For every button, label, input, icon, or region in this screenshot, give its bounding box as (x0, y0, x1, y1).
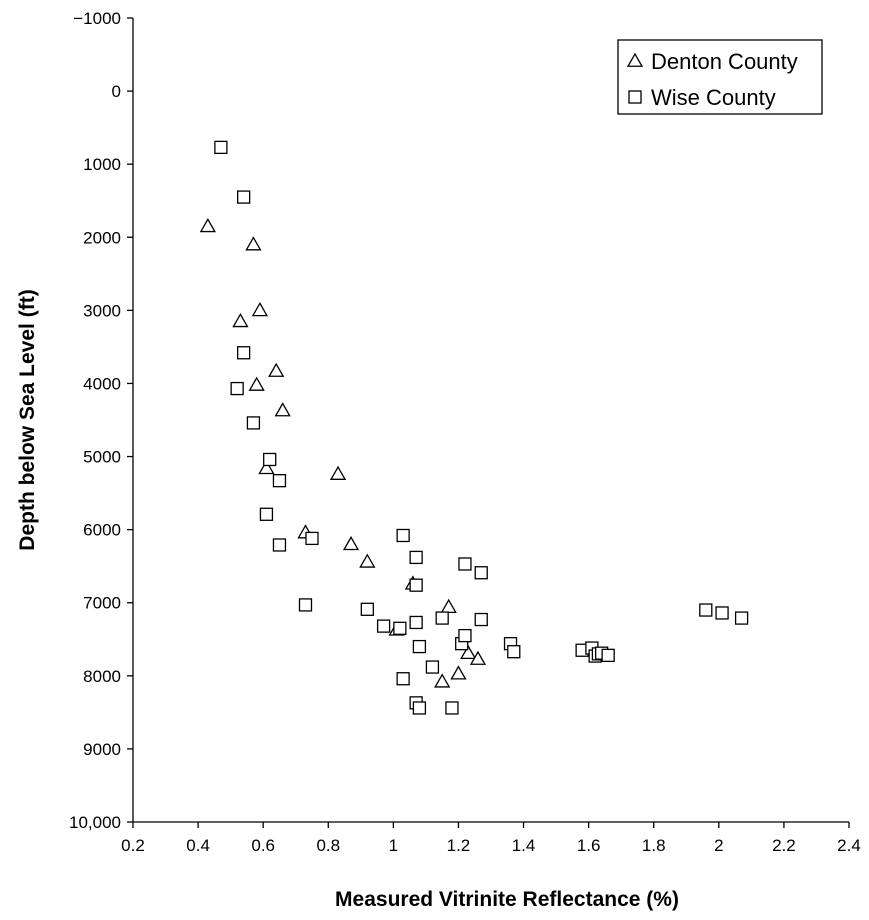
triangle-point (274, 402, 291, 417)
square-point (237, 190, 251, 204)
y-tick-label: 6000 (83, 521, 121, 540)
triangle-point (245, 236, 262, 251)
square-point (376, 619, 391, 633)
y-tick-label: 5000 (83, 448, 121, 467)
y-axis-title: Depth below Sea Level (ft) (16, 289, 39, 550)
y-tick-label: 7000 (83, 594, 121, 613)
data-points (199, 140, 749, 715)
square-point (298, 598, 313, 612)
triangle-point (460, 644, 477, 660)
square-point (458, 628, 472, 643)
triangle-point (469, 650, 487, 665)
triangle-point (232, 313, 249, 328)
y-tick-label: −1000 (73, 9, 121, 28)
square-point (214, 140, 228, 155)
square-point (715, 606, 729, 620)
square-point (507, 645, 521, 659)
square-point (474, 612, 488, 627)
square-point (699, 603, 713, 617)
legend: Denton County Wise County (617, 39, 823, 115)
square-point (396, 528, 410, 543)
legend-square-marker (628, 90, 642, 104)
square-point (237, 346, 251, 360)
y-tick-label: 0 (112, 82, 121, 101)
x-tick-label: 1.8 (642, 836, 666, 855)
square-point (734, 611, 749, 625)
triangle-point (248, 376, 265, 391)
x-axis-title: Measured Vitrinite Reflectance (%) (335, 888, 679, 911)
triangle-point (359, 553, 376, 568)
y-tick-label: 3000 (83, 301, 121, 320)
square-point (445, 701, 459, 715)
square-point (435, 611, 449, 625)
legend-label: Wise County (651, 85, 776, 110)
square-point (360, 602, 374, 616)
triangle-point (440, 598, 457, 614)
x-tick-label: 1 (389, 836, 398, 855)
triangle-point (251, 302, 269, 317)
triangle-point (342, 535, 360, 551)
y-tick-label: 2000 (83, 228, 121, 247)
square-point (272, 474, 287, 488)
y-tick-label: 9000 (83, 740, 121, 759)
square-point (272, 538, 287, 552)
square-point (230, 381, 244, 396)
x-tick-label: 1.2 (447, 836, 471, 855)
x-tick-label: 1.4 (512, 836, 536, 855)
y-tick-label: 1000 (83, 155, 121, 174)
x-tick-label: 2.4 (837, 836, 861, 855)
y-tick-label: 8000 (83, 667, 121, 686)
square-point (263, 452, 277, 467)
triangle-point (450, 665, 467, 680)
square-point (425, 660, 440, 674)
y-axis-ticks: −1000 0 1000 2000 3000 4000 5000 6000 7000 8000 90… (69, 9, 133, 832)
x-tick-label: 2 (714, 836, 723, 855)
square-point (458, 557, 472, 571)
square-point (409, 615, 423, 630)
legend-triangle-marker (626, 52, 644, 67)
x-axis-ticks: 0.2 0.4 0.6 0.8 1 1.2 1.4 1.6 1.8 2 2.2 2.4 (121, 822, 861, 855)
square-point (601, 648, 615, 663)
legend-box (617, 39, 823, 115)
x-tick-label: 0.8 (316, 836, 340, 855)
legend-label: Denton County (651, 49, 798, 74)
square-point (474, 566, 488, 580)
plot-area: −1000 0 1000 2000 3000 4000 5000 6000 7000 8000 90… (69, 9, 861, 855)
square-point (412, 701, 427, 715)
x-tick-label: 1.6 (577, 836, 601, 855)
square-point (393, 621, 407, 635)
square-point (409, 578, 423, 592)
x-tick-label: 2.2 (772, 836, 796, 855)
triangle-point (258, 459, 275, 475)
triangle-point (329, 465, 347, 480)
square-point (259, 507, 274, 521)
x-tick-label: 0.2 (121, 836, 145, 855)
square-point (246, 416, 261, 430)
square-point (305, 531, 319, 546)
triangle-point (268, 362, 285, 377)
square-point (412, 639, 427, 654)
x-tick-label: 0.4 (186, 836, 210, 855)
triangle-point (199, 217, 216, 233)
square-point (396, 672, 410, 686)
y-tick-label: 10,000 (69, 813, 121, 832)
y-tick-label: 4000 (83, 374, 121, 393)
x-tick-label: 0.6 (251, 836, 275, 855)
series-square (214, 140, 749, 715)
square-point (409, 550, 423, 565)
triangle-point (434, 673, 451, 688)
